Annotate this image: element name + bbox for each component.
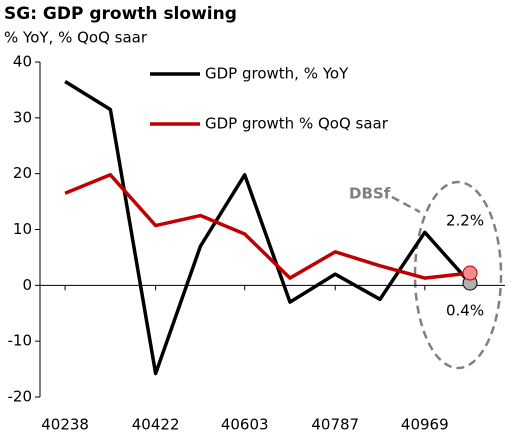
y-tick-label: -20 [8,388,33,406]
y-tick-label: 20 [13,164,32,182]
data-label: 2.2% [446,212,484,230]
y-tick-label: 0 [22,276,32,294]
y-tick-label: 40 [13,53,32,71]
forecast-ellipse [413,180,503,370]
y-tick-label: 30 [13,108,32,126]
y-tick-label: 10 [13,220,32,238]
legend-label: GDP growth % QoQ saar [205,115,389,133]
series-line [64,80,472,376]
x-tick-label: 40238 [41,416,89,434]
annotation-connector [391,195,421,214]
annotation: DBSf [349,185,391,203]
chart-subtitle: % YoY, % QoQ saar [4,29,148,47]
x-tick-label: 40787 [311,416,359,434]
chart-title: SG: GDP growth slowing [4,4,237,24]
x-tick-label: 40603 [221,416,269,434]
y-tick-label: -10 [8,332,33,350]
x-tick-label: 40422 [132,416,180,434]
point-marker [462,265,478,281]
data-label: 0.4% [446,302,484,320]
x-tick-label: 40969 [401,416,449,434]
legend-label: GDP growth, % YoY [205,65,349,83]
series-line [64,173,471,280]
